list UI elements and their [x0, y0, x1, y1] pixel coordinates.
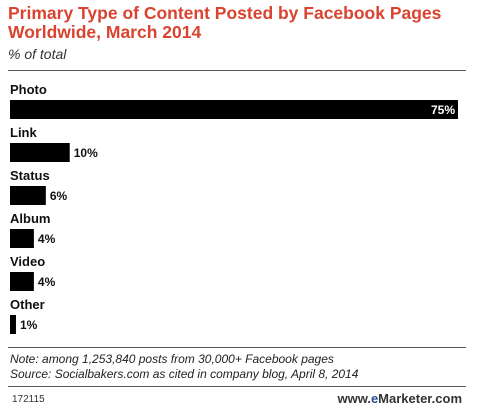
brand-e: e — [370, 391, 379, 406]
brand-prefix: www. — [337, 391, 371, 406]
chart-id: 172115 — [12, 394, 45, 405]
category-label-other: Other — [10, 297, 45, 312]
chart-title: Primary Type of Content Posted by Facebo… — [8, 3, 442, 42]
category-label-link: Link — [10, 125, 37, 140]
category-label-video: Video — [10, 254, 45, 269]
chart-note: Note: among 1,253,840 posts from 30,000+… — [10, 352, 334, 366]
category-label-status: Status — [10, 168, 50, 183]
bar-album — [10, 229, 34, 248]
value-label-other: 1% — [20, 318, 38, 332]
bar-photo — [10, 100, 458, 119]
category-label-album: Album — [10, 211, 50, 226]
top-divider — [8, 70, 466, 71]
bar-video — [10, 272, 34, 291]
bar-status — [10, 186, 46, 205]
brand-name: Marketer — [378, 391, 432, 406]
value-label-link: 10% — [74, 146, 98, 160]
brand-suffix: .com — [431, 391, 462, 406]
notes-divider — [8, 347, 466, 348]
category-label-photo: Photo — [10, 84, 47, 97]
value-label-video: 4% — [38, 275, 56, 289]
bar-other — [10, 315, 16, 334]
bar-link — [10, 143, 70, 162]
footer-divider — [8, 386, 466, 387]
value-label-status: 6% — [50, 189, 68, 203]
brand-logo: www.eMarketer.com — [337, 391, 462, 406]
chart-source: Source: Socialbakers.com as cited in com… — [10, 367, 359, 381]
value-label-album: 4% — [38, 232, 56, 246]
chart-subtitle: % of total — [8, 46, 67, 62]
value-label-photo: 75% — [431, 103, 455, 117]
